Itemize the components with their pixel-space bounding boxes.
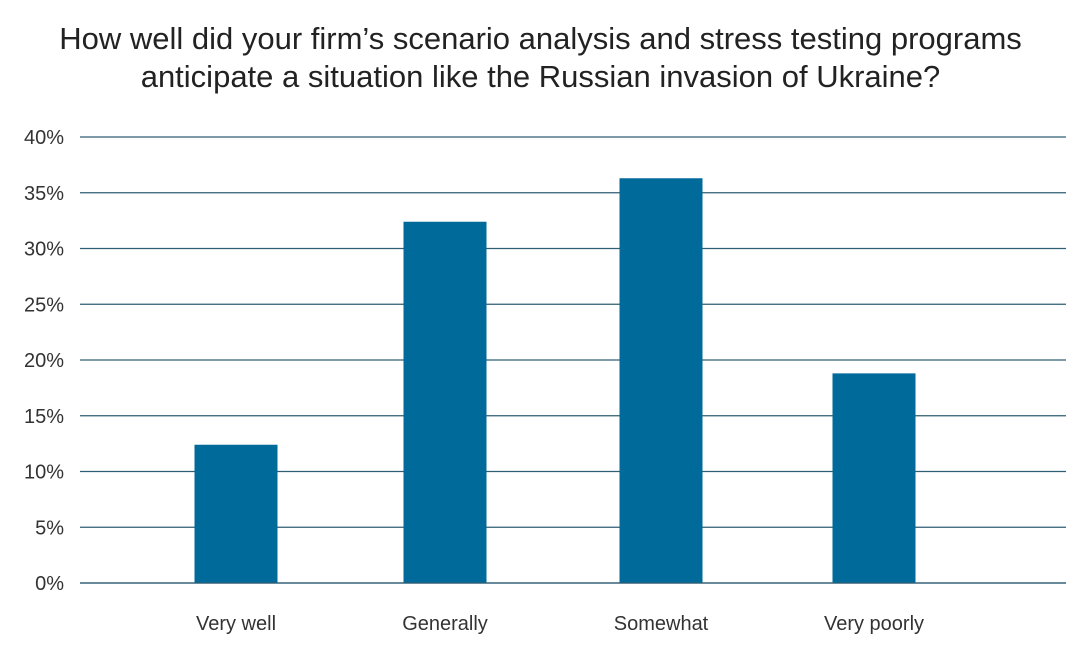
y-tick-label: 30% xyxy=(24,239,64,261)
y-tick-label: 10% xyxy=(24,462,64,484)
bar xyxy=(403,221,487,584)
bar xyxy=(619,178,703,583)
y-tick-label: 25% xyxy=(24,294,64,316)
x-category-label: Somewhat xyxy=(614,613,709,635)
y-tick-label: 40% xyxy=(24,127,64,149)
x-category-label: Very well xyxy=(196,613,276,635)
bar xyxy=(194,444,278,583)
chart-title: How well did your firm’s scenario analys… xyxy=(0,20,1081,96)
x-category-label: Generally xyxy=(402,613,488,635)
y-tick-label: 20% xyxy=(24,350,64,372)
y-tick-label: 0% xyxy=(35,573,64,595)
x-category-label: Very poorly xyxy=(824,613,924,635)
chart-title-line-2: anticipate a situation like the Russian … xyxy=(140,59,941,94)
y-tick-label: 15% xyxy=(24,406,64,428)
bar xyxy=(832,373,916,583)
y-tick-label: 35% xyxy=(24,183,64,205)
y-tick-label: 5% xyxy=(35,517,64,539)
chart-title-line-1: How well did your firm’s scenario analys… xyxy=(59,21,1022,56)
